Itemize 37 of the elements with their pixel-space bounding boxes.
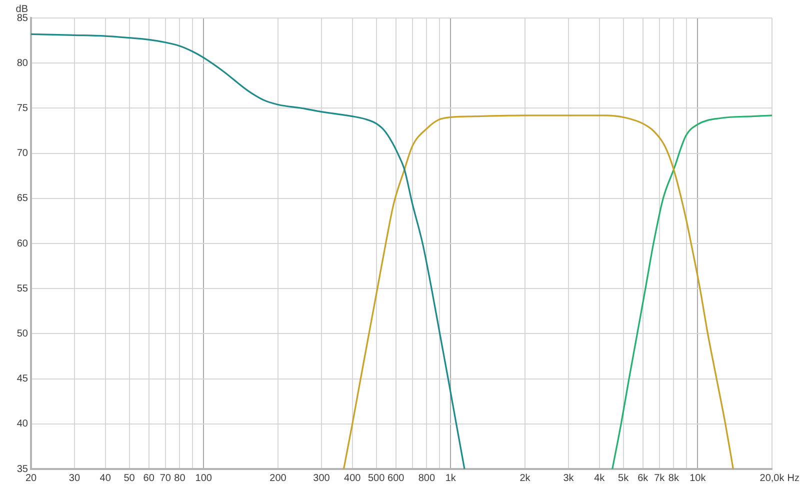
x-tick-label: 500: [368, 472, 386, 484]
y-tick-label: 75: [16, 102, 28, 114]
x-tick-label: 50: [124, 472, 136, 484]
y-tick-label: 85: [16, 12, 28, 24]
x-tick-label: 80: [174, 472, 186, 484]
y-tick-label: 40: [16, 418, 28, 430]
x-tick-label: 70: [160, 472, 172, 484]
x-tick-label: 7k: [654, 472, 666, 484]
y-tick-label: 55: [16, 283, 28, 294]
x-tick-label: 100: [195, 472, 212, 484]
x-tick-label: 5k: [618, 472, 630, 484]
x-tick-label: 20,0k: [760, 472, 786, 484]
x-tick-label: 600: [388, 472, 405, 484]
y-tick-label: 70: [16, 148, 28, 160]
y-axis-title: dB: [16, 4, 28, 15]
x-tick-label: 30: [68, 472, 80, 484]
x-tick-label: 400: [344, 472, 362, 484]
x-tick-label: 3k: [563, 472, 575, 484]
y-tick-label: 50: [16, 328, 28, 340]
y-tick-label: 60: [16, 238, 28, 250]
x-tick-label: 20: [25, 472, 37, 484]
y-tick-label: 65: [16, 193, 28, 204]
x-tick-label: 8k: [668, 472, 680, 484]
y-tick-label: 80: [16, 58, 28, 69]
x-tick-label: 300: [313, 472, 330, 484]
x-tick-label: 2k: [520, 472, 532, 484]
x-axis-title: Hz: [787, 472, 800, 484]
x-tick-label: 6k: [638, 472, 650, 484]
x-tick-label: 200: [270, 472, 287, 484]
y-tick-label: 45: [16, 374, 28, 385]
y-tick-label: 35: [16, 464, 28, 475]
x-tick-label: 4k: [594, 472, 606, 484]
x-tick-label: 1k: [445, 472, 457, 484]
x-tick-label: 800: [418, 472, 436, 484]
x-tick-label: 10k: [690, 472, 707, 484]
x-tick-label: 40: [100, 472, 112, 484]
x-tick-label: 60: [143, 472, 155, 484]
